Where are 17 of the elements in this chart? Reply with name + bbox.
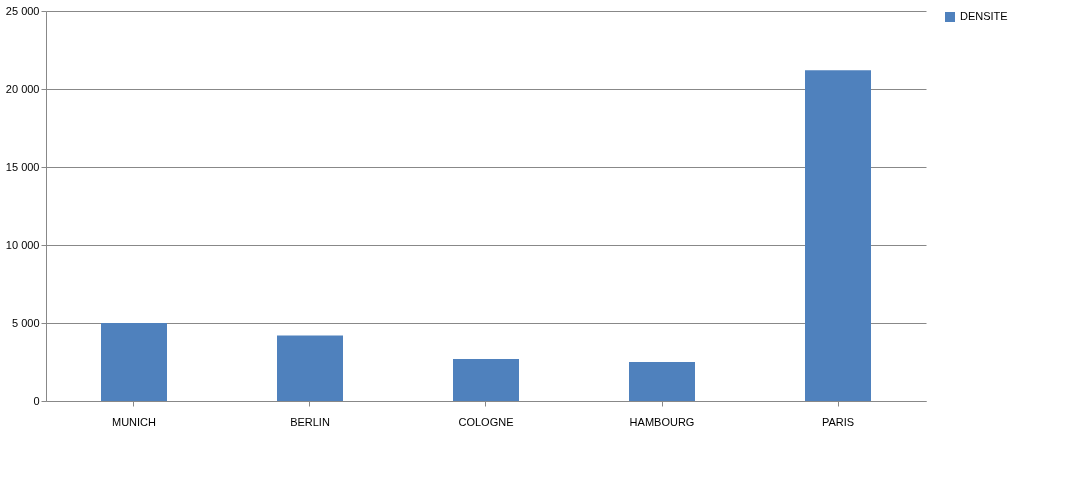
bar xyxy=(805,70,871,401)
x-tick-label: COLOGNE xyxy=(458,415,514,428)
y-tick-label: 5 000 xyxy=(11,316,40,329)
x-tick-label: MUNICH xyxy=(112,415,157,428)
y-tick-label: 0 xyxy=(33,394,40,407)
y-tick-label: 10 000 xyxy=(5,238,40,251)
bar xyxy=(101,323,167,401)
y-tick-label: 20 000 xyxy=(5,82,40,95)
x-tick-label: PARIS xyxy=(821,415,855,428)
y-tick-label: 25 000 xyxy=(5,4,40,17)
legend-label: DENSITE xyxy=(960,10,1008,22)
y-tick-label: 15 000 xyxy=(5,160,40,173)
bar xyxy=(453,358,519,401)
bar xyxy=(629,362,695,401)
x-tick-label: BERLIN xyxy=(290,415,330,428)
x-tick-label: HAMBOURG xyxy=(629,415,695,428)
bar xyxy=(277,335,343,401)
